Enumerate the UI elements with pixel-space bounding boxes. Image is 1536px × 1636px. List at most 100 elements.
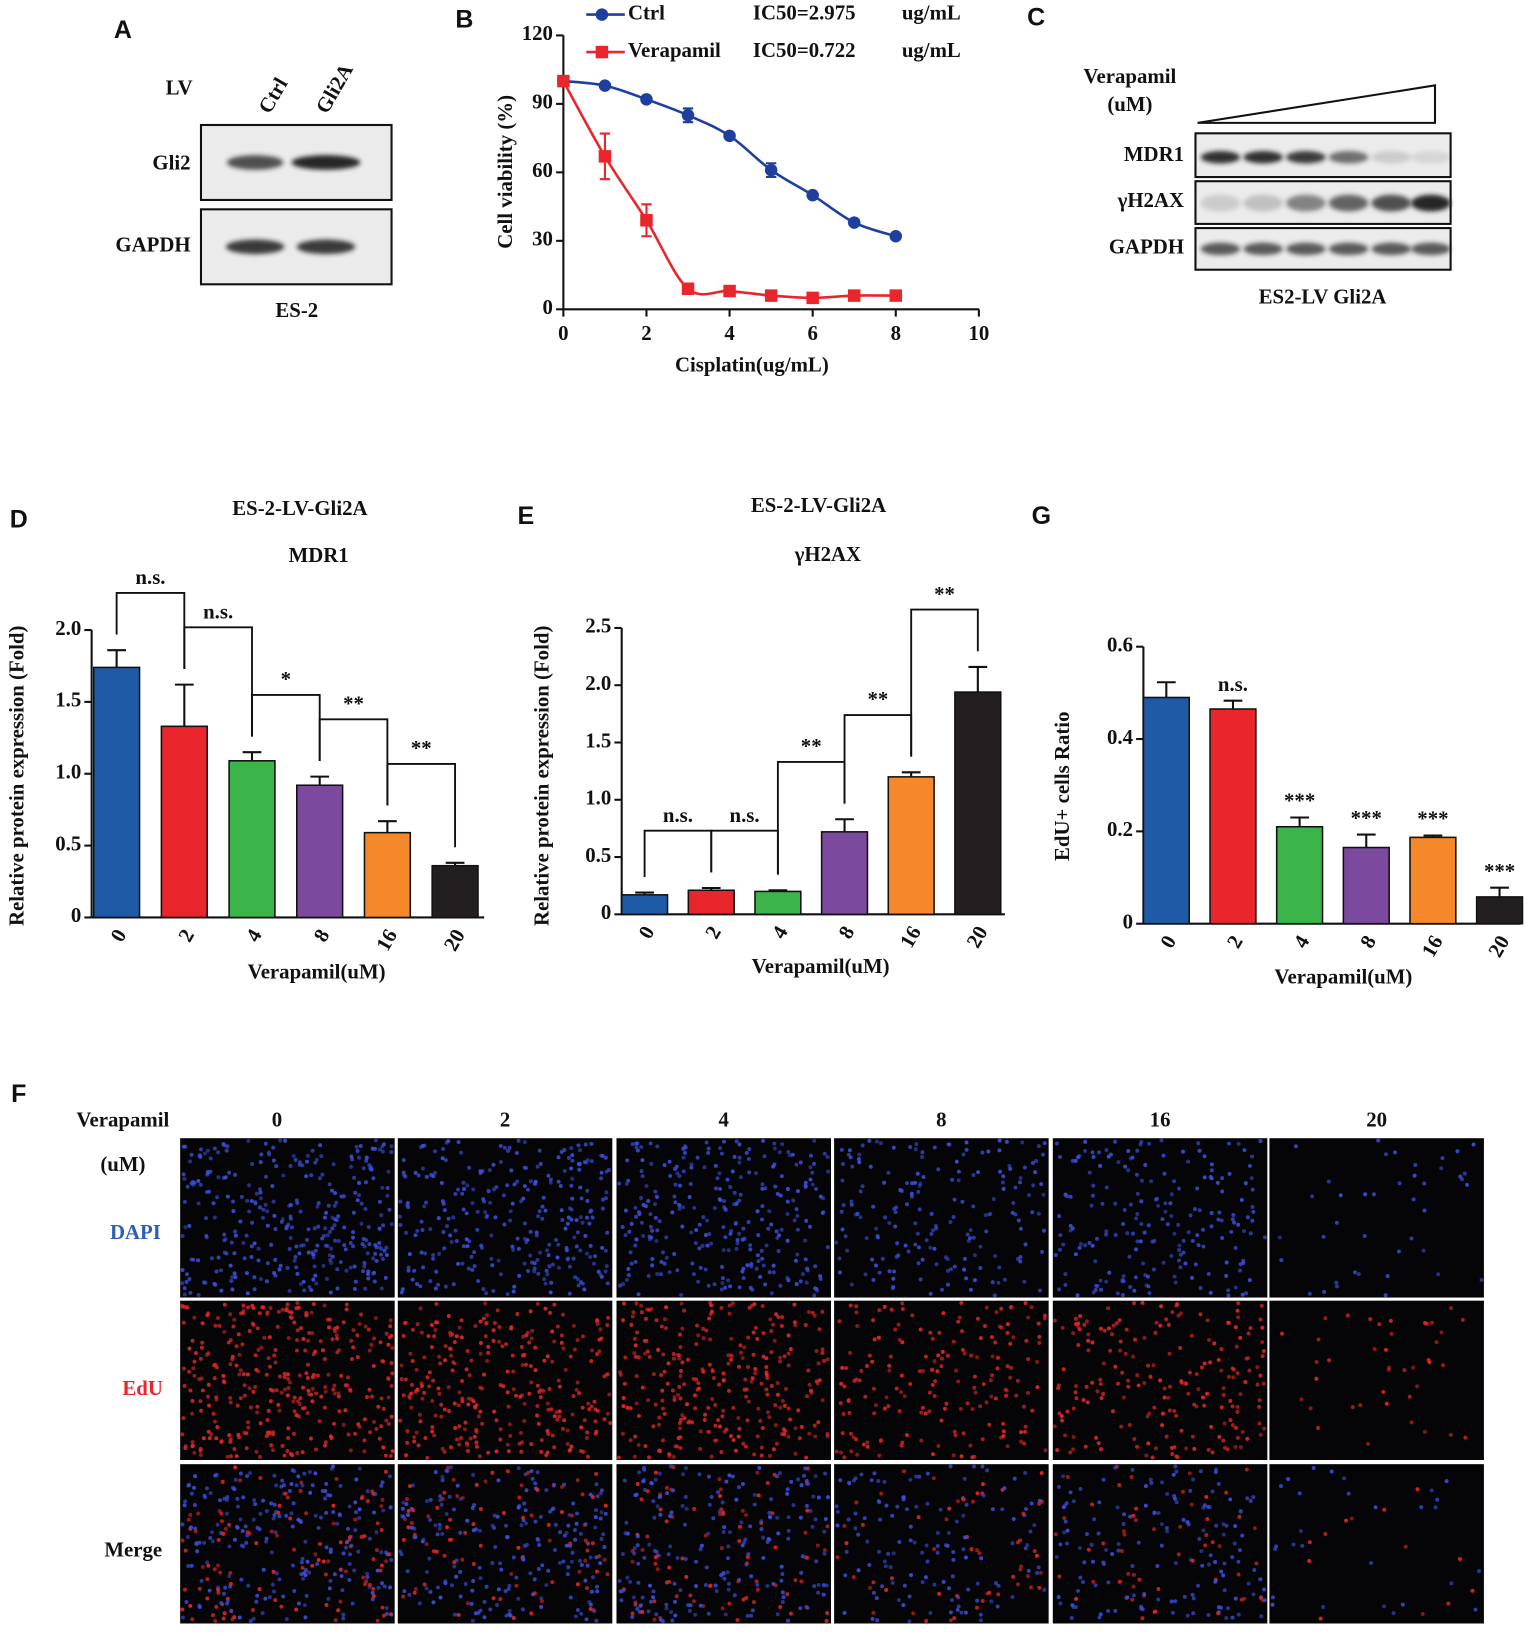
cell-dot (1233, 1444, 1238, 1449)
cell-dot (186, 1517, 191, 1522)
cell-dot (1120, 1370, 1125, 1375)
cell-dot (1241, 1229, 1246, 1234)
cell-dot (679, 1369, 683, 1373)
cell-dot (1463, 1435, 1468, 1440)
cell-dot (494, 1449, 499, 1454)
cell-dot (217, 1323, 222, 1328)
cell-dot (406, 1508, 411, 1513)
cell-dot (387, 1552, 392, 1557)
comparison-bracket (643, 829, 713, 877)
cell-dot (1246, 1331, 1251, 1336)
cell-dot (639, 1303, 644, 1308)
cell-dot (1262, 1235, 1267, 1240)
cell-dot (616, 1455, 621, 1460)
cell-dot (960, 1199, 965, 1204)
cell-dot (589, 1359, 594, 1364)
cell-dot (1270, 1595, 1275, 1600)
cell-dot (1037, 1501, 1042, 1506)
cell-dot (405, 1201, 410, 1205)
cell-dot (697, 1222, 702, 1227)
cell-dot (837, 1256, 842, 1261)
cell-dot (516, 1596, 521, 1601)
cell-dot (990, 1335, 994, 1340)
cell-dot (681, 1169, 686, 1174)
point (723, 129, 736, 143)
cell-dot (1246, 1356, 1251, 1361)
cell-dot (633, 1259, 638, 1264)
cell-dot (968, 1287, 973, 1292)
cell-dot (212, 1215, 217, 1220)
cell-dot (367, 1536, 372, 1541)
cell-dot (562, 1148, 567, 1152)
cell-dot (285, 1266, 290, 1270)
cell-dot (478, 1319, 483, 1324)
cell-dot (629, 1322, 634, 1327)
cell-dot (298, 1209, 303, 1214)
cell-dot (400, 1287, 405, 1292)
cell-dot (432, 1433, 437, 1438)
cell-dot (925, 1471, 930, 1476)
cell-dot (785, 1618, 790, 1623)
cell-dot (945, 1543, 950, 1548)
cell-dot (225, 1194, 230, 1199)
cell-dot (1233, 1285, 1238, 1290)
cell-dot (956, 1379, 961, 1384)
cell-dot (344, 1307, 349, 1312)
cell-dot (348, 1265, 353, 1270)
x-tick-label: 4 (767, 921, 793, 943)
cell-dot (229, 1240, 234, 1245)
cell-dot (1113, 1201, 1118, 1206)
cell-dot (672, 1599, 677, 1604)
lane-label: Gli2A (311, 59, 358, 117)
cell-dot (347, 1504, 352, 1509)
cell-dot (1145, 1414, 1150, 1419)
cell-dot (1109, 1152, 1113, 1157)
cell-dot (667, 1454, 672, 1459)
cell-dot (924, 1618, 929, 1623)
cell-dot (680, 1224, 685, 1229)
cell-dot (1250, 1218, 1255, 1223)
cell-dot (1196, 1387, 1201, 1392)
cell-dot (621, 1282, 626, 1287)
cell-dot (314, 1447, 319, 1452)
cell-dot (347, 1578, 352, 1583)
cell-dot (1002, 1277, 1007, 1282)
cell-dot (202, 1280, 207, 1285)
cell-dot (850, 1164, 855, 1169)
error-bar (107, 649, 127, 668)
x-tick-label: 2 (1222, 931, 1248, 952)
cell-dot (803, 1466, 808, 1471)
cell-dot (874, 1226, 879, 1231)
cell-dot (932, 1547, 937, 1552)
cell-dot (1024, 1507, 1029, 1511)
cell-dot (689, 1165, 694, 1170)
cell-dot (304, 1174, 309, 1179)
cell-dot (665, 1381, 670, 1386)
cell-dot (218, 1498, 222, 1503)
cell-dot (186, 1483, 191, 1488)
cell-dot (1068, 1223, 1073, 1228)
cell-dot (1209, 1211, 1214, 1215)
cell-dot (988, 1211, 993, 1216)
cell-dot (1191, 1477, 1196, 1482)
cell-dot (359, 1312, 364, 1317)
comparison-label: n.s. (730, 803, 760, 827)
cell-dot (995, 1366, 1000, 1371)
cell-dot (1184, 1446, 1189, 1451)
cell-dot (333, 1618, 338, 1623)
cell-dot (995, 1604, 1000, 1609)
cell-dot (909, 1191, 914, 1196)
cell-dot (969, 1353, 974, 1358)
cell-dot (732, 1154, 737, 1159)
row-label: Gli2 (152, 150, 190, 174)
cell-dot (1186, 1391, 1191, 1396)
cell-dot (491, 1288, 496, 1293)
cell-dot (985, 1468, 990, 1473)
cell-dot (851, 1478, 856, 1483)
cell-dot (1077, 1327, 1082, 1332)
cell-dot (577, 1167, 582, 1172)
cell-dot (764, 1243, 769, 1248)
cell-dot (904, 1507, 909, 1512)
cell-dot (746, 1364, 751, 1369)
cell-dot (626, 1178, 631, 1183)
